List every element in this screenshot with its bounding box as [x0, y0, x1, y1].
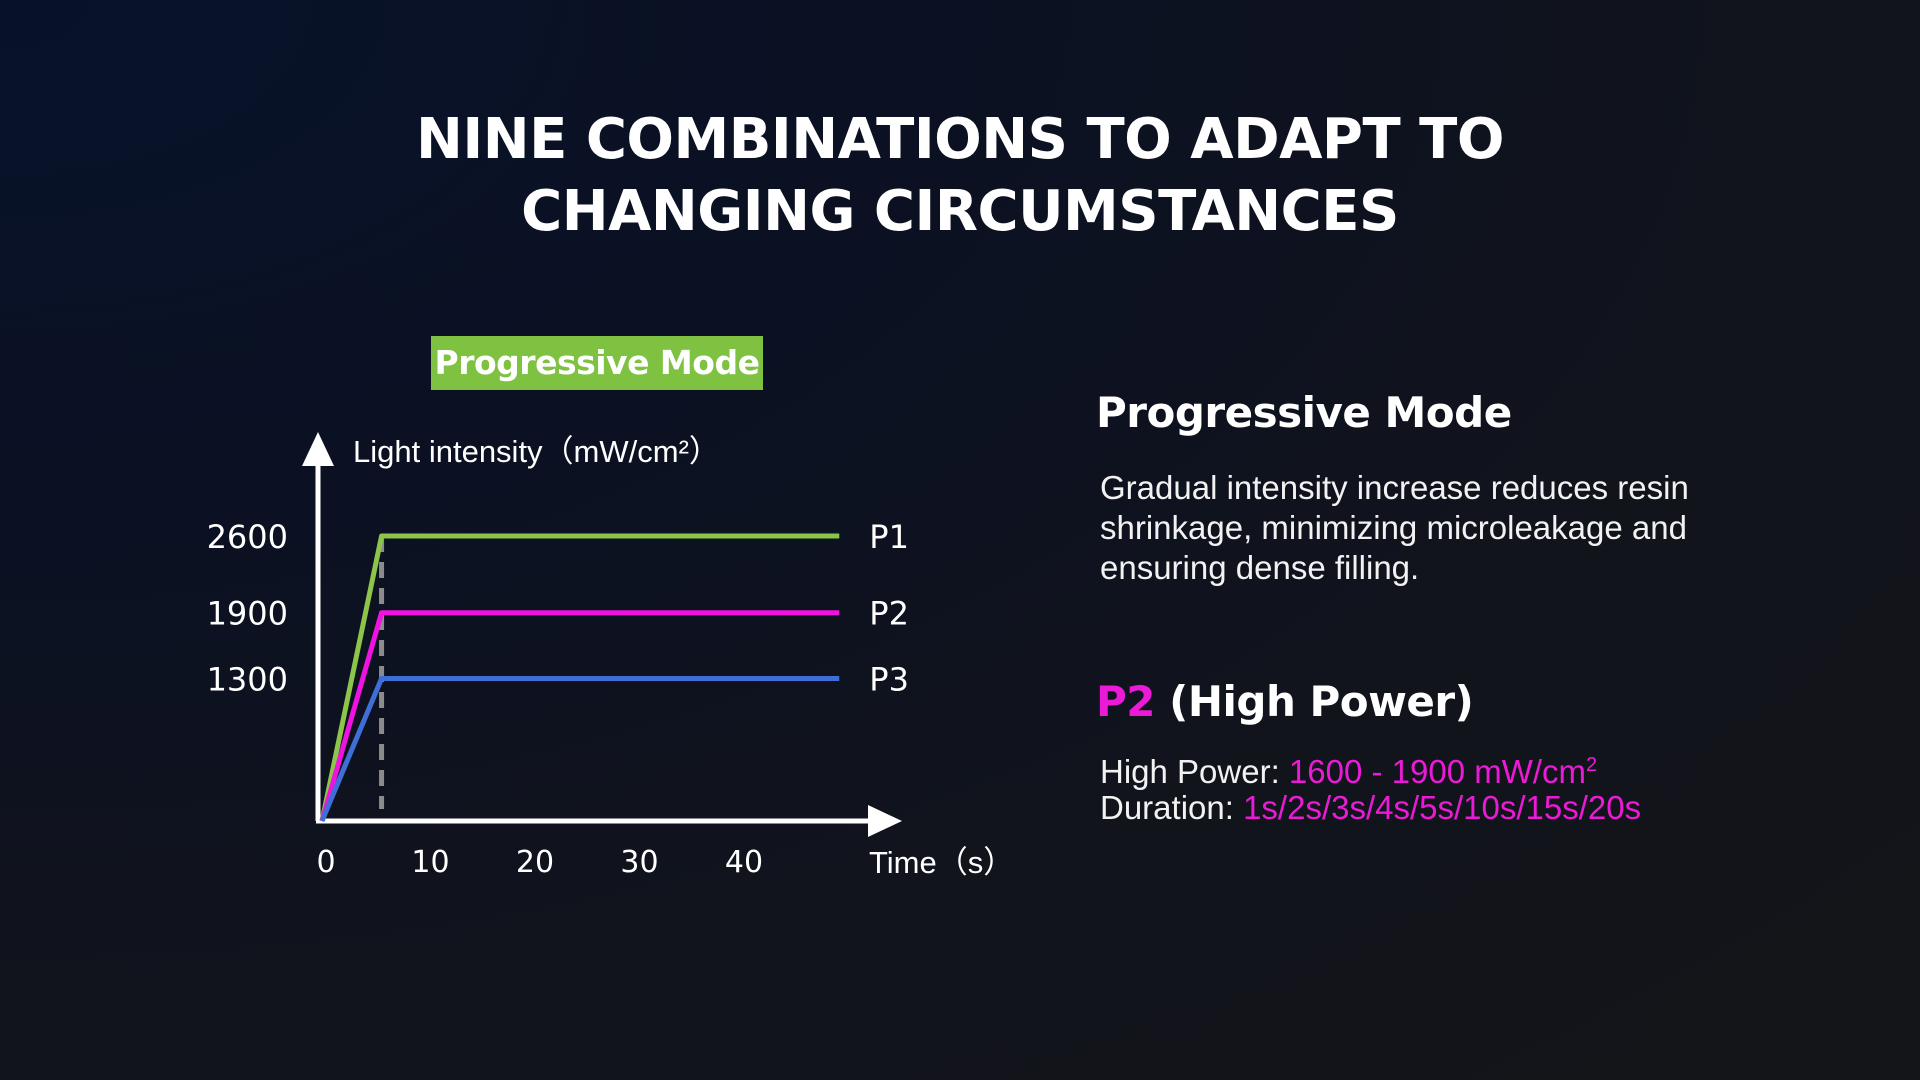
y-axis-label: Light intensity（mW/cm²） — [353, 434, 720, 469]
power-value-text: 1600 - 1900 mW/cm — [1288, 753, 1587, 790]
mode-info-panel: Progressive Mode Gradual intensity incre… — [1096, 380, 1836, 826]
x-tick-label-30: 30 — [620, 845, 658, 880]
duration-label: Duration: — [1100, 789, 1244, 826]
power-setting-code: P2 — [1096, 677, 1156, 726]
power-label: High Power: — [1100, 753, 1289, 790]
x-tick-label-10: 10 — [411, 845, 449, 880]
mode-description: Gradual intensity increase reduces resin… — [1100, 469, 1689, 586]
series-label-p3: P3 — [869, 661, 909, 699]
x-tick-label-20: 20 — [516, 845, 554, 880]
power-setting-heading: P2 (High Power) — [1096, 674, 1836, 730]
x-tick-label-40: 40 — [725, 845, 763, 880]
y-axis-arrow — [302, 432, 334, 466]
series-line-p3 — [319, 676, 840, 822]
page-title-line-1: NINE COMBINATIONS TO ADAPT TO — [416, 107, 1504, 172]
power-unit-superscript: 2 — [1586, 754, 1598, 776]
power-spec-line: High Power: 1600 - 1900 mW/cm2 — [1100, 754, 1836, 790]
y-tick-label-1300: 1300 — [207, 661, 288, 699]
power-setting-name: (High Power) — [1155, 677, 1474, 726]
series-line-p1 — [319, 533, 840, 822]
power-value: 1600 - 1900 mW/cm2 — [1289, 753, 1597, 790]
page-title: NINE COMBINATIONS TO ADAPT TO CHANGING C… — [0, 104, 1920, 248]
mode-heading: Progressive Mode — [1096, 388, 1512, 437]
duration-value: 1s/2s/3s/4s/5s/10s/15s/20s — [1243, 789, 1642, 826]
progressive-mode-badge: Progressive Mode — [431, 336, 763, 390]
page-title-line-2: CHANGING CIRCUMSTANCES — [521, 179, 1399, 244]
x-tick-label-0: 0 — [316, 845, 335, 880]
y-tick-label-2600: 2600 — [207, 518, 288, 556]
duration-spec-line: Duration: 1s/2s/3s/4s/5s/10s/15s/20s — [1100, 790, 1836, 826]
y-tick-label-1900: 1900 — [207, 595, 288, 633]
series-line-p2 — [319, 610, 840, 822]
series-label-p2: P2 — [869, 595, 909, 633]
x-axis-arrow — [868, 805, 902, 837]
series-label-p1: P1 — [869, 518, 909, 556]
x-axis-label: Time（s） — [869, 845, 1014, 880]
